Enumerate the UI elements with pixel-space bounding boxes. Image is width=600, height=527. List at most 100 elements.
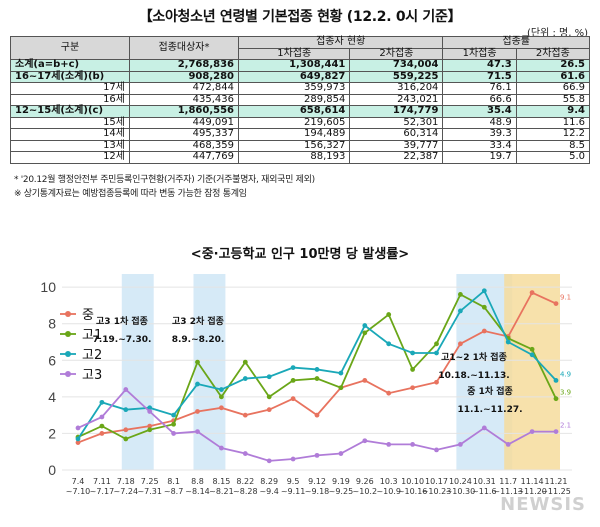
x-tick-label: 7.18 ~7.24 — [114, 477, 139, 496]
data-point — [242, 451, 248, 456]
table-cell-r1: 48.9 — [442, 116, 517, 129]
data-point — [529, 290, 535, 296]
table-row: 12~15세(소계)(c) 1,860,556 658,614 174,779 35.4… — [10, 105, 591, 118]
table-cell-r1: 71.5 — [442, 70, 517, 83]
x-tick-label: 10.3 ~10.9 — [376, 477, 401, 496]
x-tick-label: 9.5 ~9.11 — [281, 477, 306, 496]
data-point — [219, 394, 224, 400]
annotation-title: 고3 1차 접종 — [96, 315, 148, 327]
annotation-period: 10.18.~11.13. — [438, 371, 509, 381]
data-point — [171, 431, 177, 436]
table-cell-target: 2,768,836 — [129, 59, 239, 72]
data-point — [410, 442, 415, 447]
table-cell-r2: 5.0 — [515, 151, 591, 164]
data-point — [147, 427, 153, 433]
table-cell-r2: 8.5 — [515, 139, 591, 152]
table-cell-target: 468,359 — [129, 139, 239, 152]
table-cell-target: 495,337 — [129, 128, 239, 141]
footnote-1: * '20.12월 행정안전부 주민등록인구현황(거주자) 기준(거주불명자, … — [14, 175, 315, 185]
data-point — [410, 350, 415, 356]
table-cell-r2: 9.4 — [515, 105, 591, 118]
data-point — [195, 429, 200, 434]
data-point — [195, 381, 200, 387]
data-point — [458, 292, 463, 297]
data-point — [362, 330, 368, 336]
incidence-line-chart: 0 2 4 6 8 10 7.4 ~7.107.11 ~7.177.18 ~7.247.25 ~7.… — [40, 274, 572, 496]
table-cell-d2: 243,021 — [349, 93, 444, 106]
header-vacc: 접종자 현황 — [237, 36, 444, 49]
table-body: 소계(a=b+c) 2,768,836 1,308,441 734,004 47.3 26… — [10, 59, 591, 164]
x-tick-label: 9.19 ~9.25 — [329, 477, 354, 496]
table-cell-r1: 47.3 — [442, 59, 517, 72]
table-cell-label: 13세 — [10, 139, 130, 152]
table-cell-d2: 174,779 — [349, 105, 444, 118]
legend-swatch-point — [65, 371, 71, 377]
data-point — [242, 359, 248, 365]
header-dose1: 1차접종 — [237, 47, 351, 60]
legend-label: 고1 — [82, 328, 102, 343]
annotation-period: 11.1.~11.27. — [457, 405, 522, 415]
data-point — [410, 367, 415, 372]
data-point — [266, 394, 272, 400]
data-point — [362, 438, 368, 444]
data-point — [553, 378, 559, 383]
table-cell-r2: 26.5 — [515, 59, 591, 72]
data-point — [434, 350, 439, 356]
data-point — [171, 421, 177, 427]
data-point — [529, 352, 535, 358]
data-point — [99, 399, 105, 405]
data-point — [434, 379, 439, 385]
annotation-title: 고3 2차 접종 — [172, 315, 224, 327]
data-point — [123, 387, 129, 392]
data-point — [553, 301, 559, 306]
data-point — [147, 423, 153, 429]
header-rate: 접종률 — [442, 36, 590, 49]
table-cell-r2: 66.9 — [515, 82, 591, 95]
data-point — [386, 341, 392, 347]
data-point — [386, 390, 392, 396]
data-point — [338, 370, 344, 376]
x-tick-label: 8.22 ~8.28 — [233, 477, 258, 496]
table-cell-label: 14세 — [10, 128, 130, 141]
y-tick-label: 6 — [48, 352, 56, 368]
x-tick-label: 8.15 ~8.21 — [209, 477, 234, 496]
table-row: 16세 435,436 289,854 243,021 66.6 55.8 — [10, 93, 591, 106]
table-cell-r1: 76.1 — [442, 82, 517, 95]
x-tick-label: 8.1 ~8.7 — [164, 477, 183, 496]
table-cell-label: 12~15세(소계)(c) — [10, 105, 130, 118]
table-cell-r1: 35.4 — [442, 105, 517, 118]
y-tick-label: 10 — [40, 279, 56, 295]
shaded-band-3 — [504, 274, 560, 470]
data-point — [314, 412, 320, 418]
data-point — [434, 341, 439, 347]
data-point — [314, 376, 320, 381]
y-tick-label: 4 — [48, 389, 56, 405]
table-cell-r1: 39.3 — [442, 128, 517, 141]
x-tick-label: 7.4 ~7.10 — [66, 477, 91, 496]
legend-label: 고3 — [82, 368, 102, 383]
table-row: 16~17세(소계)(b) 908,280 649,827 559,225 71.5 61… — [10, 70, 591, 83]
header-dose2: 2차접종 — [349, 47, 444, 60]
table-cell-d2: 52,301 — [349, 116, 444, 129]
x-tick-label: 9.26 ~10.2 — [353, 477, 378, 496]
x-tick-label: 11.7 ~11.13 — [493, 477, 523, 496]
legend-label: 중 — [82, 308, 94, 323]
x-tick-label: 7.11 ~7.17 — [90, 477, 115, 496]
table-cell-d1: 658,614 — [237, 105, 351, 118]
data-point — [338, 451, 344, 456]
end-value-label: 2.1 — [560, 422, 571, 430]
x-tick-label: 9.12 ~9.18 — [305, 477, 330, 496]
x-tick-label: 10.10 ~10.16 — [398, 477, 428, 496]
table-cell-target: 449,091 — [129, 116, 239, 129]
data-point — [481, 425, 487, 431]
data-point — [99, 414, 105, 420]
end-value-label: 3.9 — [560, 389, 571, 397]
x-tick-label: 8.8 ~8.14 — [185, 477, 210, 496]
table-cell-d2: 559,225 — [349, 70, 444, 83]
table-cell-label: 15세 — [10, 116, 130, 129]
unit-label: (단위 : 명, %) — [527, 28, 588, 39]
data-point — [481, 288, 487, 294]
data-point — [458, 442, 463, 447]
data-point — [314, 452, 320, 458]
vaccination-table: 구분 접종대상자* 접종자 현황 접종률 1차접종 2차접종 1차접종 2차접종… — [10, 36, 591, 164]
